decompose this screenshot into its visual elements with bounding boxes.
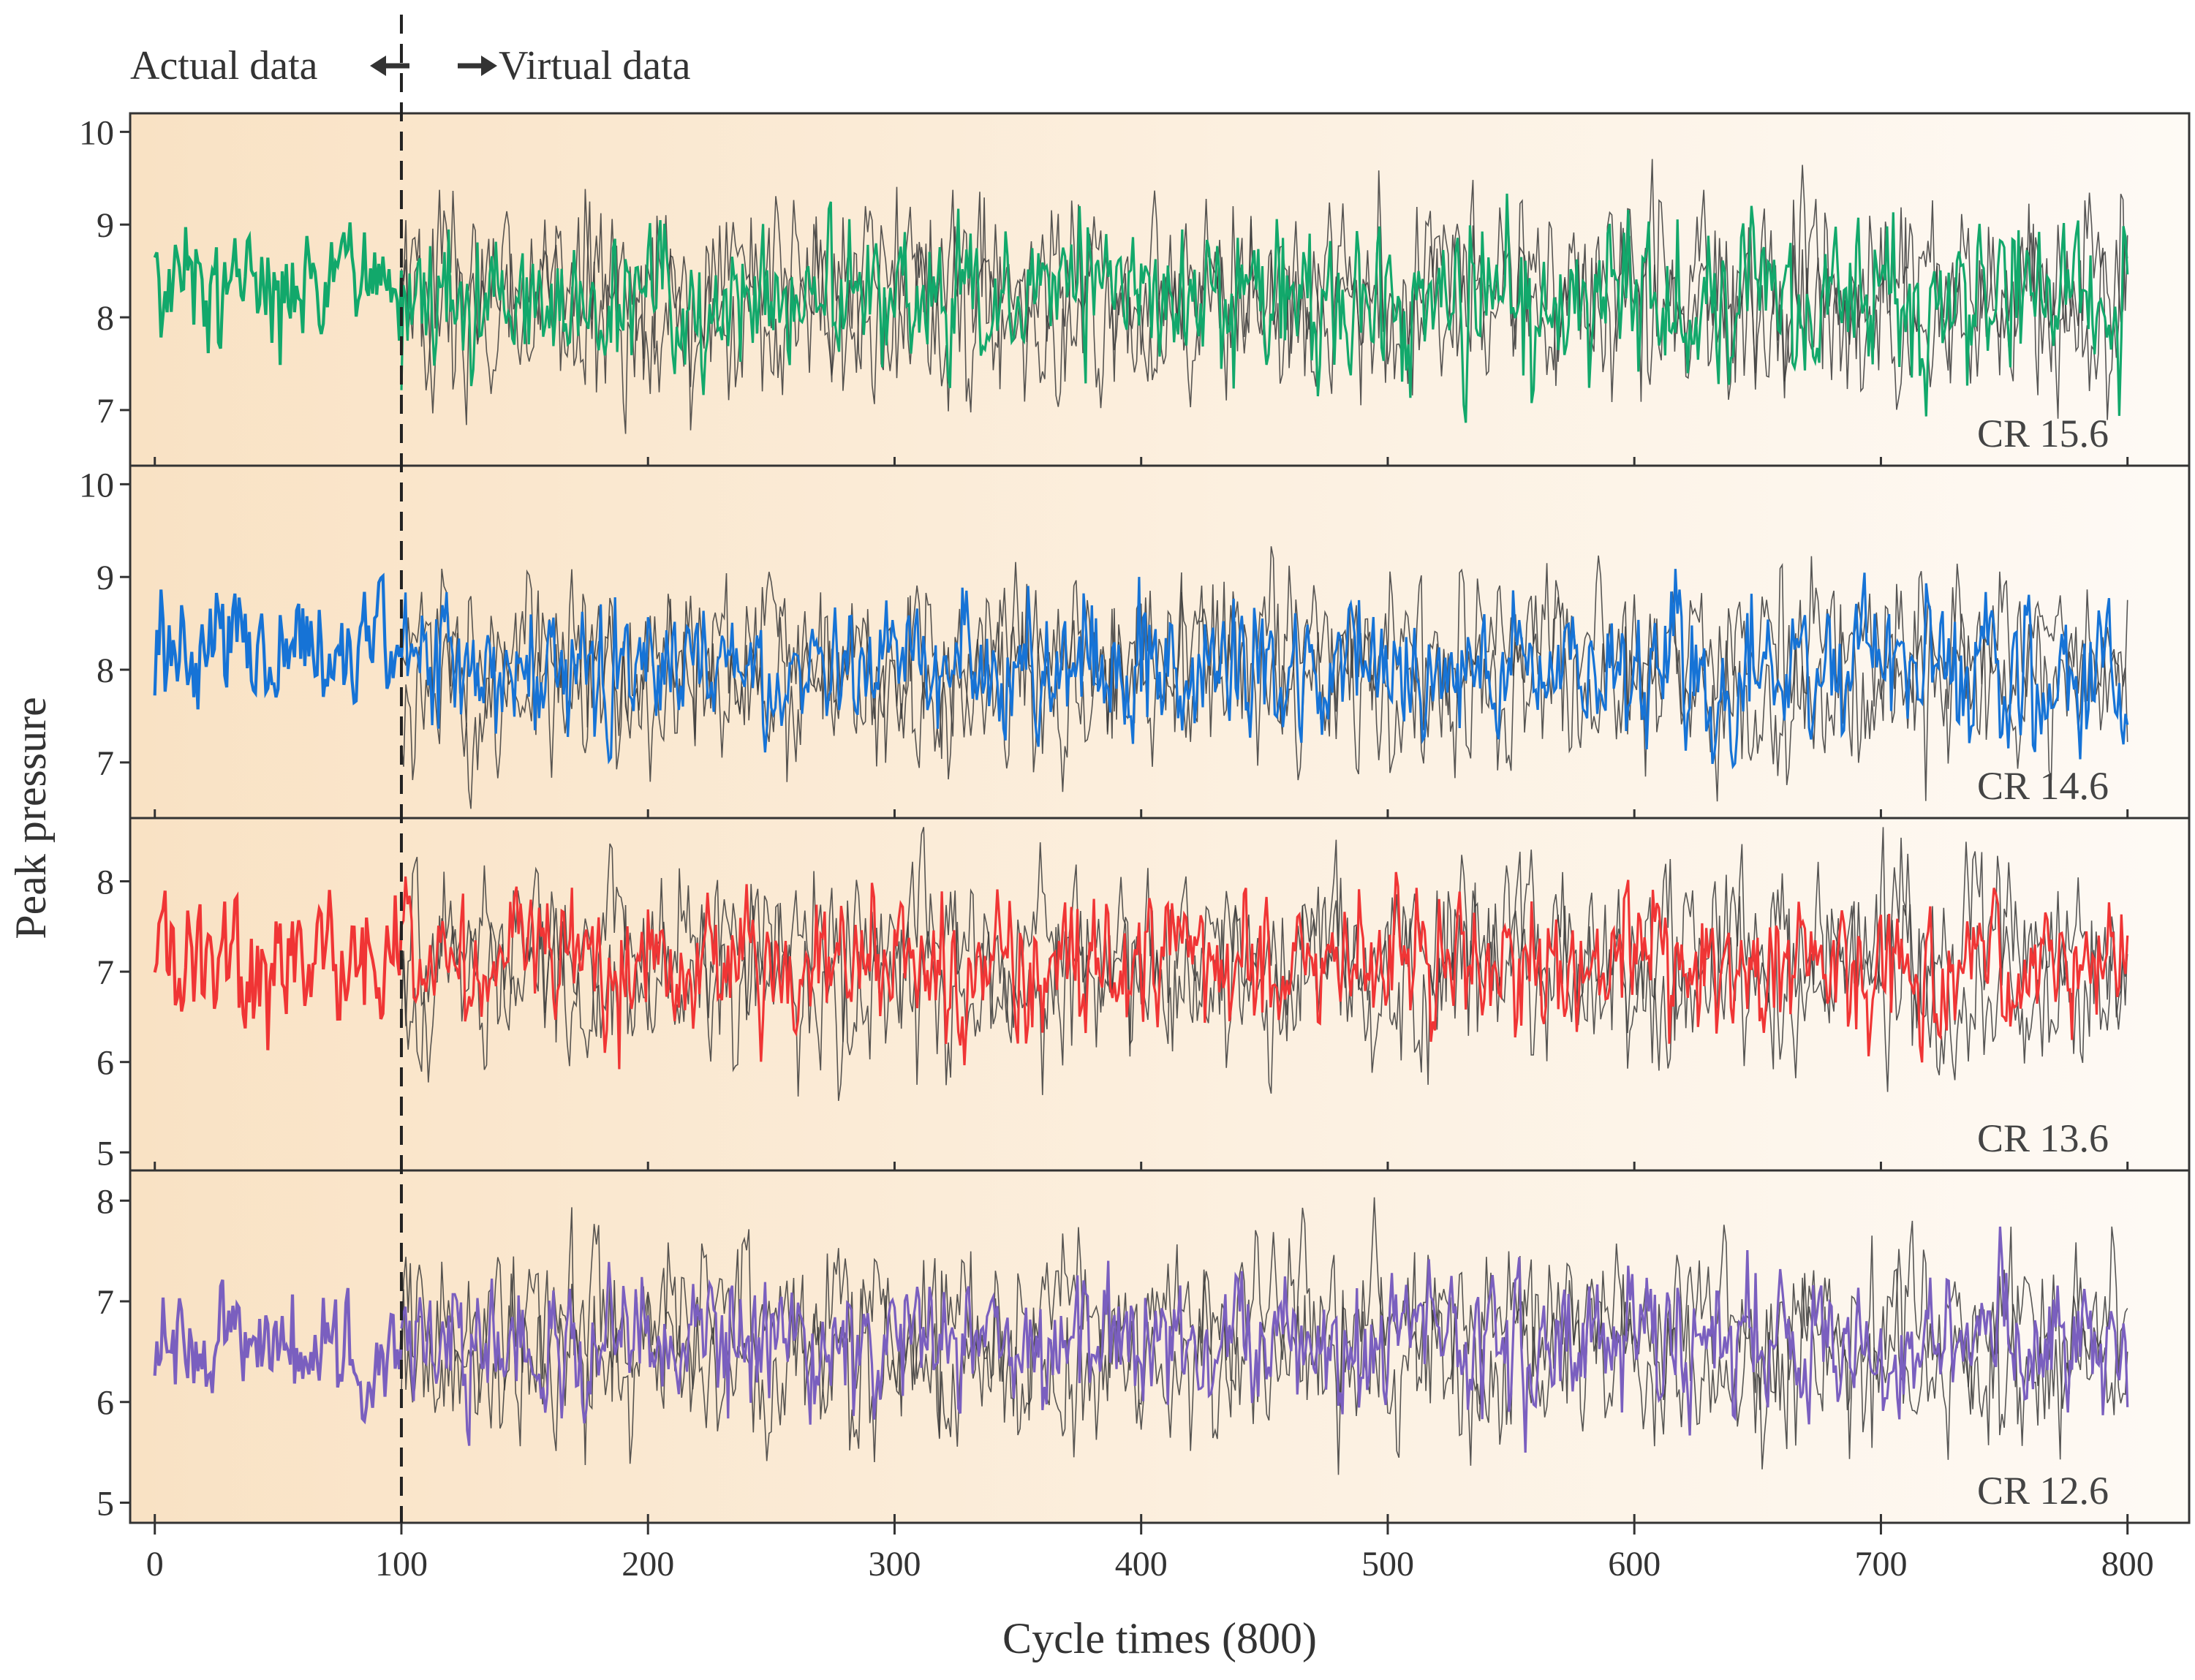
x-tick-label: 100 bbox=[375, 1545, 428, 1583]
left-arrow-head bbox=[370, 56, 386, 76]
virtual-series-line bbox=[400, 1226, 2129, 1453]
virtual-lower-line bbox=[401, 853, 2128, 1101]
y-tick-label: 5 bbox=[97, 1484, 114, 1523]
y-tick-label: 8 bbox=[97, 863, 114, 902]
y-tick-label: 8 bbox=[97, 299, 114, 338]
right-arrow-head bbox=[481, 56, 497, 76]
actual-series-line bbox=[153, 890, 404, 1051]
panel-series bbox=[153, 546, 2129, 809]
x-tick-label: 200 bbox=[622, 1545, 674, 1583]
y-tick-label: 7 bbox=[97, 1283, 114, 1322]
y-tick-label: 7 bbox=[97, 953, 114, 992]
panel: 5 6 7 8 CR 12.6 bbox=[97, 1169, 2191, 1524]
data-annotation: Actual data Virtual data bbox=[130, 43, 691, 88]
y-tick-label: 10 bbox=[79, 113, 114, 152]
virtual-series-line bbox=[400, 193, 2129, 423]
x-tick-label: 500 bbox=[1361, 1545, 1414, 1583]
panel-label: CR 12.6 bbox=[1977, 1469, 2109, 1513]
panel: 5 6 7 8 CR 13.6 bbox=[97, 817, 2191, 1173]
y-tick-label: 9 bbox=[97, 206, 114, 245]
virtual-upper-line bbox=[401, 827, 2128, 1048]
y-tick-label: 7 bbox=[97, 392, 114, 431]
panel-label: CR 14.6 bbox=[1977, 764, 2109, 808]
panel-label: CR 15.6 bbox=[1977, 412, 2109, 455]
y-tick-label: 7 bbox=[97, 744, 114, 783]
panel-frame bbox=[129, 1169, 2191, 1524]
x-tick-label: 400 bbox=[1115, 1545, 1168, 1583]
y-tick-label: 5 bbox=[97, 1134, 114, 1173]
y-tick-label: 8 bbox=[97, 1182, 114, 1221]
virtual-series-line bbox=[400, 569, 2129, 770]
x-tick-label: 0 bbox=[146, 1545, 164, 1583]
y-tick-label: 8 bbox=[97, 651, 114, 690]
x-tick-label: 600 bbox=[1608, 1545, 1661, 1583]
actual-data-label: Actual data bbox=[130, 43, 318, 88]
virtual-series-line bbox=[400, 871, 2129, 1070]
panel-series bbox=[153, 827, 2129, 1101]
x-tick-label: 800 bbox=[2101, 1545, 2154, 1583]
y-tick-label: 6 bbox=[97, 1384, 114, 1423]
panel: 7 8 9 10 CR 15.6 bbox=[79, 112, 2191, 467]
panel-label: CR 13.6 bbox=[1977, 1116, 2109, 1160]
panel-series bbox=[153, 159, 2129, 434]
x-tick-label: 300 bbox=[868, 1545, 921, 1583]
panel-series bbox=[153, 1197, 2129, 1475]
actual-series-line bbox=[153, 1279, 404, 1425]
x-axis: 0 100 200 300 400 500 600 700 800 bbox=[146, 1523, 2154, 1583]
actual-series-line bbox=[153, 222, 404, 366]
panel: 7 8 9 10 CR 14.6 bbox=[79, 464, 2191, 820]
y-tick-label: 9 bbox=[97, 559, 114, 597]
virtual-data-label: Virtual data bbox=[499, 43, 691, 88]
x-tick-label: 700 bbox=[1854, 1545, 1907, 1583]
y-tick-label: 6 bbox=[97, 1044, 114, 1083]
y-tick-label: 10 bbox=[79, 466, 114, 504]
y-axis-title: Peak pressure bbox=[7, 697, 55, 939]
actual-series-line bbox=[153, 572, 404, 710]
x-axis-title: Cycle times (800) bbox=[1002, 1614, 1317, 1662]
panels: 7 8 9 10 CR 15.6 7 8 9 10 CR 14.6 5 6 7 8 CR 13.6 5 6 7 8 C… bbox=[79, 112, 2191, 1524]
virtual-upper-line bbox=[401, 1197, 2128, 1439]
virtual-lower-line bbox=[401, 572, 2128, 809]
